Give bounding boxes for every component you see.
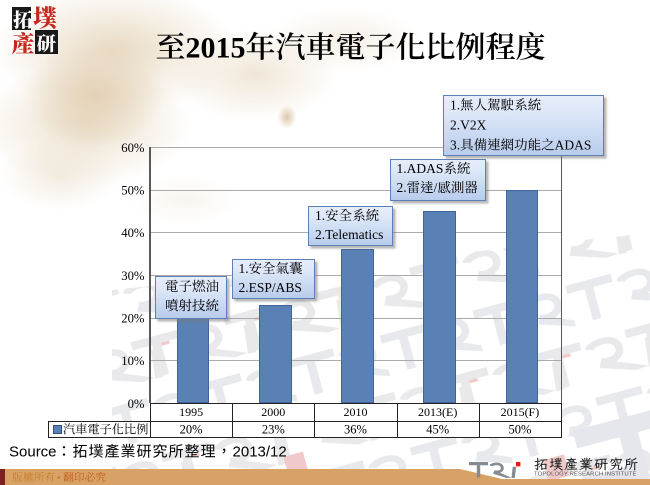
svg-text:1.ADAS: 1.ADAS [397,161,444,176]
svg-text:2015(F): 2015(F) [501,405,540,419]
svg-text:0%: 0% [128,397,145,411]
svg-text:1.: 1. [450,98,460,113]
svg-text:2.Telematics: 2.Telematics [315,227,383,242]
svg-text:/: / [434,180,438,195]
svg-text:•: • [57,473,61,484]
svg-text:50%: 50% [508,422,531,436]
svg-text:1995: 1995 [179,405,203,419]
svg-text:40%: 40% [121,226,145,240]
svg-text:2013(E): 2013(E) [418,405,457,419]
svg-text:ADAS: ADAS [555,138,592,153]
svg-text:2000: 2000 [261,405,285,419]
svg-text:2010: 2010 [344,405,368,419]
svg-text:50%: 50% [121,183,145,197]
svg-text:Source: Source [9,444,57,461]
svg-text:TOPOLOGY RESEARCH INSTITUTE: TOPOLOGY RESEARCH INSTITUTE [534,472,637,478]
svg-text:3.: 3. [450,138,460,153]
svg-text:60%: 60% [121,141,145,155]
svg-text:45%: 45% [426,422,449,436]
svg-text:2.V2X: 2.V2X [450,118,487,133]
svg-text:20%: 20% [180,422,203,436]
svg-text:2015: 2015 [186,32,246,65]
svg-text:1.: 1. [239,261,249,276]
svg-text:2.ESP/ABS: 2.ESP/ABS [239,280,302,295]
svg-text:2.: 2. [397,180,407,195]
svg-text:10%: 10% [121,354,145,368]
svg-text:20%: 20% [121,311,145,325]
svg-text:23%: 23% [262,422,285,436]
svg-text:30%: 30% [121,269,145,283]
svg-text:1.: 1. [315,208,325,223]
svg-text:2013/12: 2013/12 [233,444,287,461]
svg-text:36%: 36% [344,422,367,436]
